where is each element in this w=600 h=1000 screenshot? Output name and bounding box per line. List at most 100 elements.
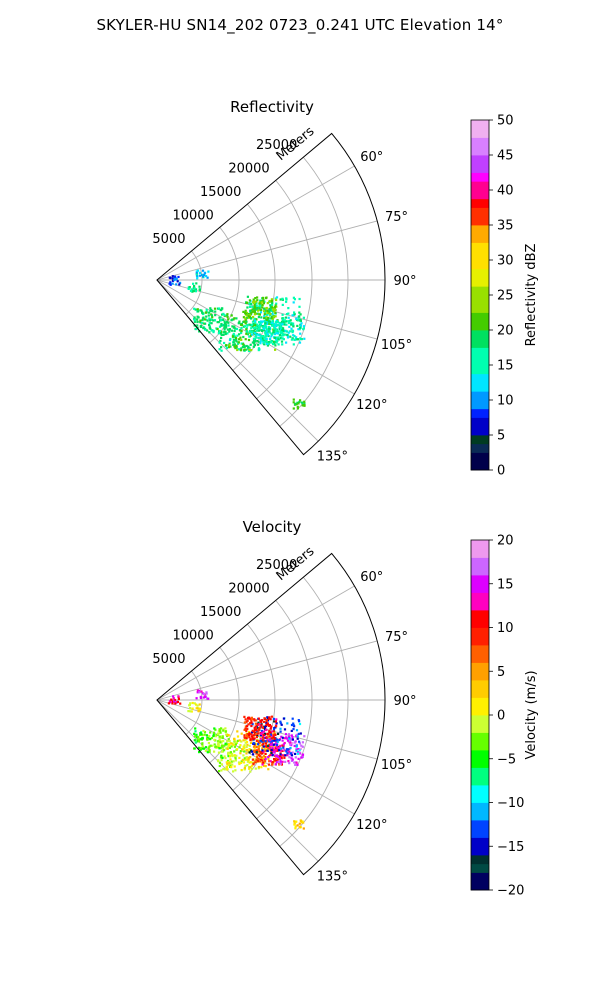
echo-pixel (187, 287, 190, 290)
echo-pixel (258, 313, 261, 316)
echo-pixel (279, 722, 282, 725)
echo-pixel (221, 756, 224, 760)
echo-pixel (245, 329, 248, 332)
echo-pixel (246, 306, 249, 309)
echo-pixel (266, 744, 270, 747)
echo-pixel (291, 337, 294, 340)
echo-pixel (169, 281, 172, 284)
echo-pixel (255, 300, 258, 303)
echo-pixel (260, 329, 264, 332)
echo-pixel (279, 298, 282, 301)
echo-pixel (198, 746, 201, 749)
colorbar-tick-label: 20 (497, 534, 514, 549)
echo-pixel (248, 751, 251, 754)
echo-pixel (206, 751, 209, 754)
radial-tick-label: 10000 (172, 628, 213, 643)
echo-pixel (254, 319, 257, 322)
echo-pixel (199, 696, 202, 700)
echo-pixel (253, 750, 256, 754)
echo-pixel (275, 305, 278, 308)
echo-pixel (215, 327, 218, 330)
echo-pixel (228, 746, 231, 749)
echo-pixel (199, 732, 202, 735)
echo-pixel (252, 749, 255, 752)
echo-pixel (234, 741, 237, 744)
echo-pixel (264, 749, 267, 752)
radial-grid-ring (279, 576, 349, 847)
echo-pixel (258, 723, 261, 726)
echo-pixel (267, 768, 270, 771)
echo-pixel (243, 758, 247, 761)
echo-pixel (280, 320, 284, 323)
echo-pixel (258, 321, 261, 324)
colorbar-band (471, 391, 489, 401)
echo-pixel (300, 744, 303, 747)
echo-pixel (220, 727, 223, 730)
echo-pixel (246, 735, 249, 738)
echo-pixel (172, 695, 175, 698)
echo-pixel (256, 296, 259, 299)
echo-pixel (268, 337, 272, 340)
angular-tick-label: 105° (381, 758, 412, 773)
echo-pixel (213, 731, 216, 734)
echo-pixel (226, 328, 229, 331)
echo-pixel (257, 336, 260, 340)
echo-pixel (198, 330, 201, 333)
colorbar-band (471, 785, 489, 795)
echo-pixel (255, 329, 259, 332)
echo-pixel (293, 820, 296, 823)
echo-pixel (223, 330, 226, 334)
echo-pixel (285, 748, 289, 751)
echo-pixel (207, 747, 210, 750)
echo-pixel (293, 741, 296, 744)
echo-pixel (275, 298, 278, 302)
echo-pixel (267, 757, 270, 761)
echo-pixel (288, 762, 291, 765)
echo-pixel (197, 740, 200, 743)
echo-pixel (205, 734, 208, 737)
echo-pixel (302, 827, 305, 830)
echo-pixel (275, 757, 278, 760)
echo-pixel (269, 731, 272, 734)
echo-pixel (277, 343, 280, 346)
echo-pixel (234, 757, 237, 760)
echo-pixel (239, 752, 242, 755)
echo-pixel (289, 335, 292, 338)
echo-pixel (252, 307, 255, 310)
echo-pixel (267, 756, 270, 759)
echo-pixel (286, 739, 290, 742)
echo-pixel (273, 326, 276, 330)
echo-pixel (201, 317, 204, 320)
echo-pixel (245, 301, 249, 304)
colorbar-band (471, 321, 489, 331)
echo-pixel (267, 748, 271, 751)
echo-pixel (280, 340, 284, 343)
echo-pixel (274, 746, 277, 750)
echo-pixel (224, 332, 227, 336)
echo-pixel (265, 748, 268, 751)
echo-pixel (287, 331, 290, 334)
echo-pixel (271, 312, 274, 315)
echo-pixel (223, 328, 226, 331)
echo-pixel (239, 744, 242, 747)
echo-pixel (264, 752, 267, 755)
echo-pixel (265, 335, 268, 338)
echo-pixel (210, 308, 213, 311)
echo-pixel (249, 738, 252, 741)
echo-pixel (279, 720, 282, 723)
echo-pixel (273, 333, 277, 336)
echo-pixel (289, 741, 292, 745)
echo-pixel (205, 275, 208, 278)
echo-pixel (261, 763, 264, 766)
echo-pixel (257, 349, 260, 352)
echo-pixel (236, 739, 239, 742)
echo-pixel (218, 325, 222, 328)
echo-pixel (258, 307, 261, 310)
echo-pixel (302, 327, 305, 330)
echo-pixel (263, 732, 266, 735)
echo-pixel (260, 732, 263, 735)
echo-pixel (268, 310, 271, 313)
echo-pixel (272, 730, 276, 733)
echo-pixel (245, 311, 248, 314)
echo-pixel (283, 756, 286, 759)
